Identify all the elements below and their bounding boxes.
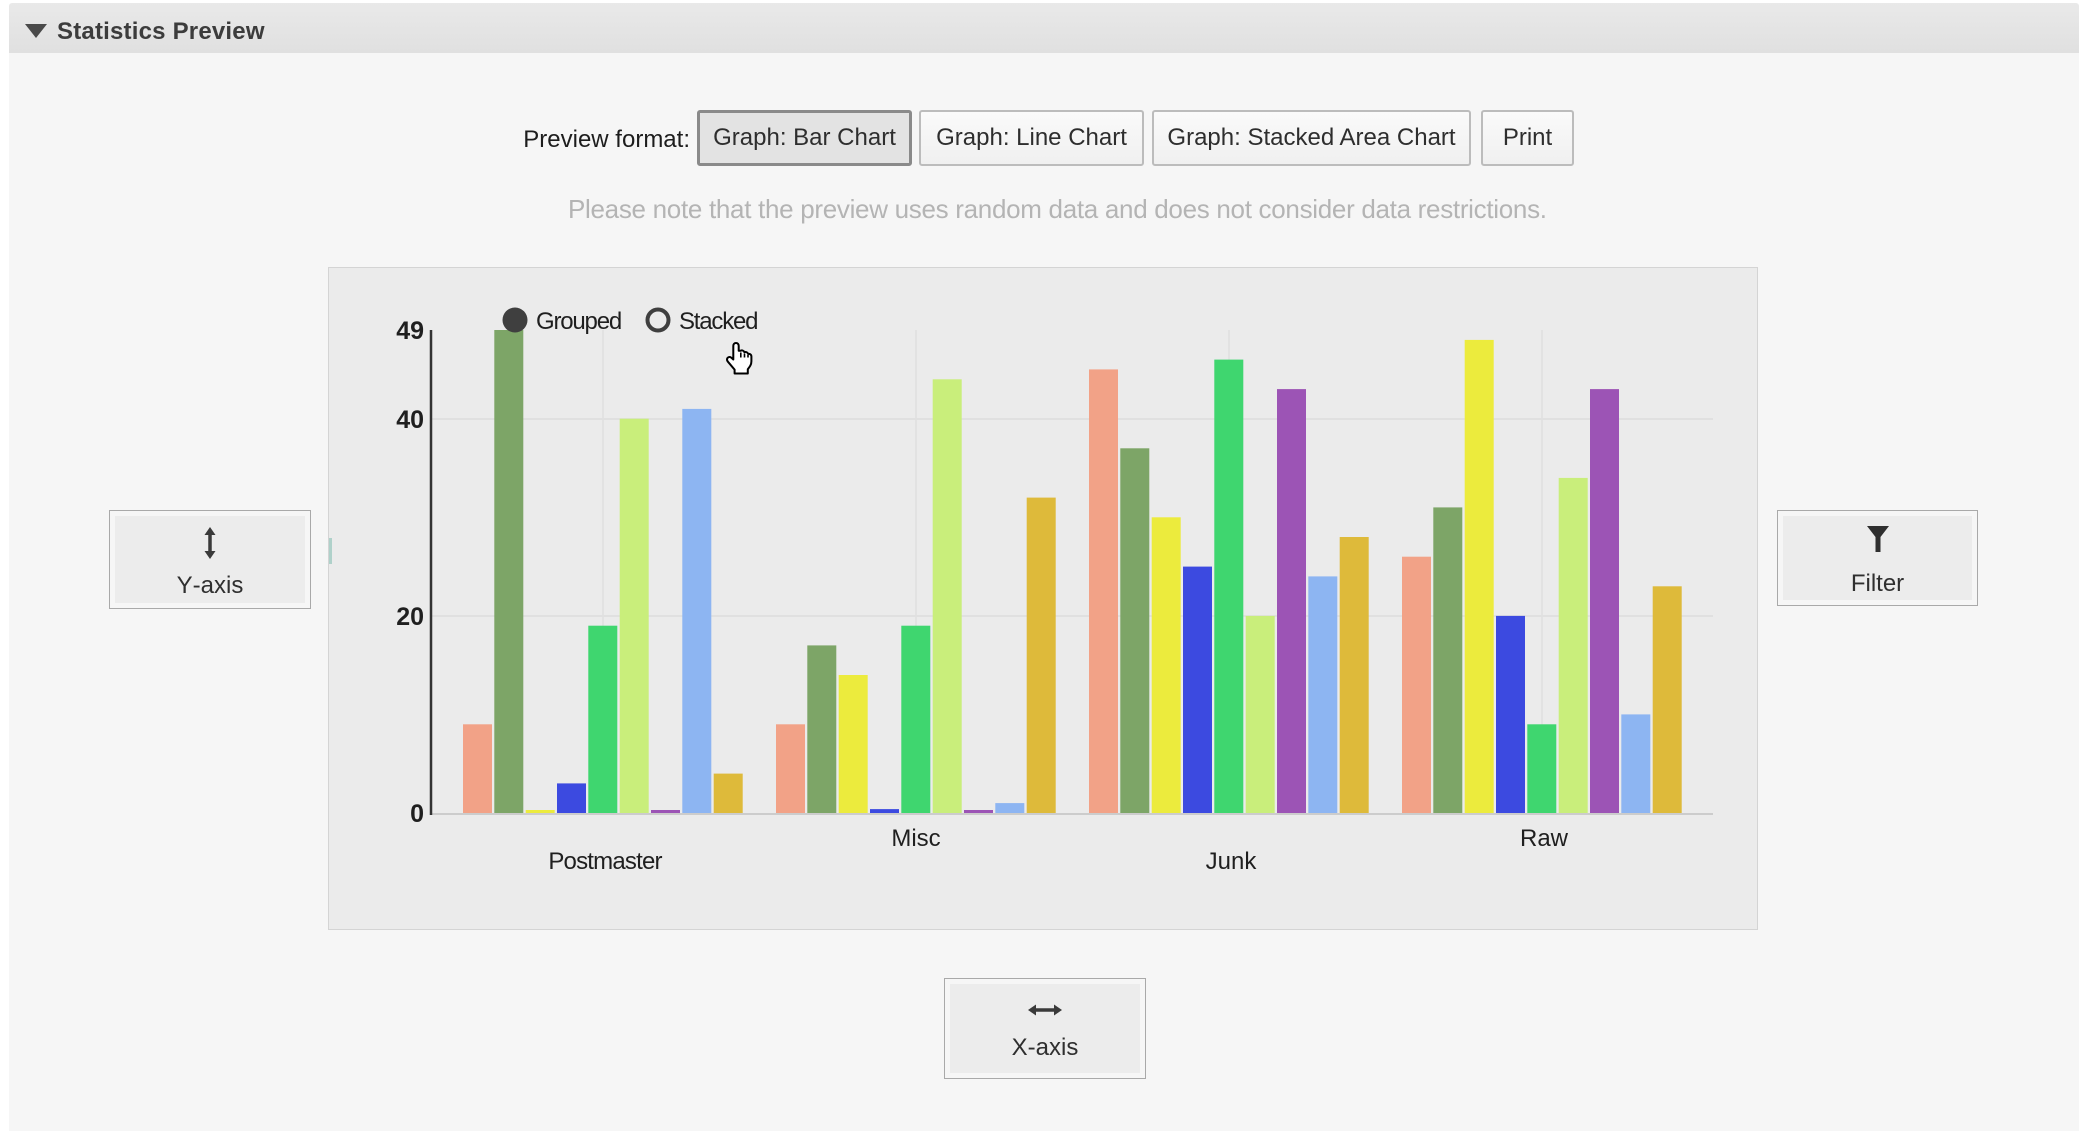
- svg-text:Raw: Raw: [1520, 825, 1569, 852]
- svg-text:40: 40: [396, 406, 424, 434]
- svg-text:Postmaster: Postmaster: [548, 848, 662, 875]
- svg-text:Stacked: Stacked: [679, 308, 757, 335]
- svg-text:0: 0: [410, 800, 424, 828]
- svg-text:20: 20: [396, 603, 424, 631]
- svg-text:Grouped: Grouped: [536, 308, 621, 335]
- svg-text:Misc: Misc: [891, 825, 940, 852]
- svg-text:Junk: Junk: [1206, 848, 1258, 875]
- svg-text:49: 49: [396, 317, 424, 345]
